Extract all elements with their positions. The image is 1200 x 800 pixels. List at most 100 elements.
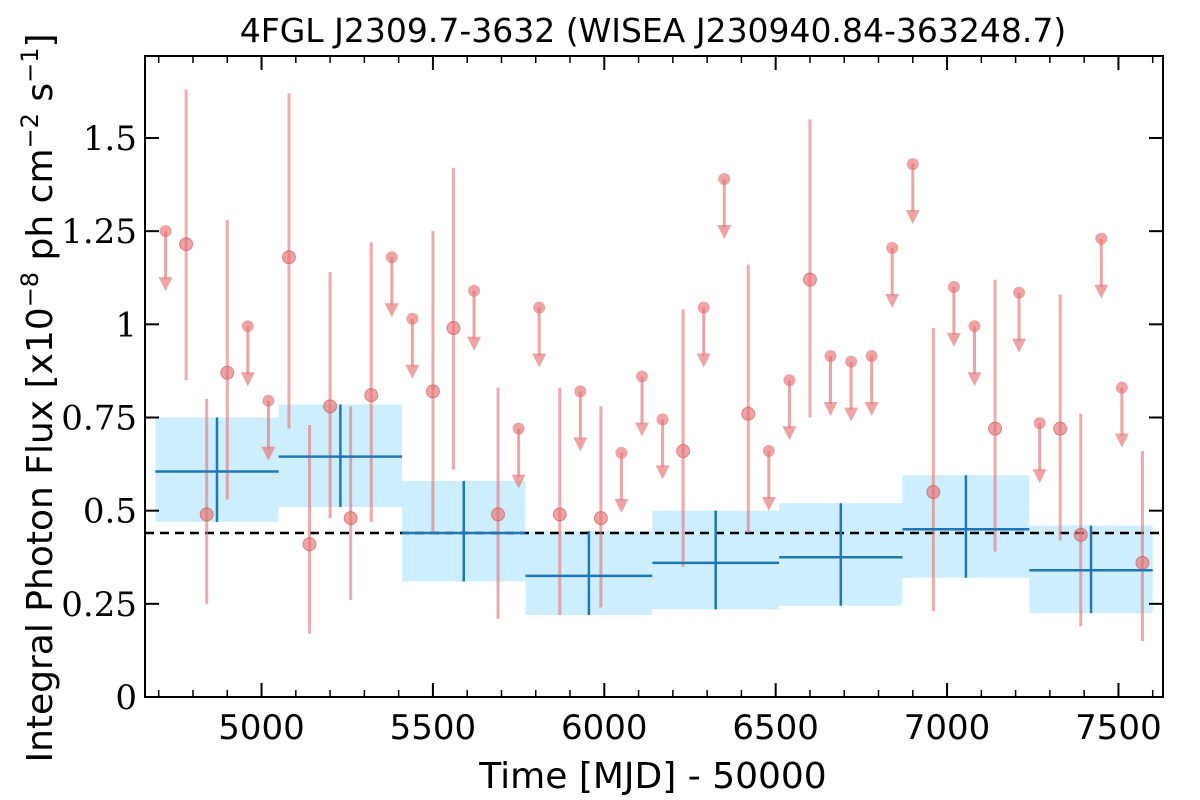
short-bin-point xyxy=(988,421,1003,436)
upper-limit-arrowhead xyxy=(696,353,711,368)
short-bin-point xyxy=(302,537,317,552)
short-bin-upper-limit-9 xyxy=(614,446,629,513)
y-axis-label-sup3: −1 xyxy=(16,48,44,83)
short-bin-upper-limit-5 xyxy=(467,284,482,351)
short-bin-upper-limit-10 xyxy=(635,370,650,437)
short-bin-detection-17 xyxy=(988,279,1003,552)
y-axis-label-sup1: −8 xyxy=(16,272,44,307)
short-bin-upper-limit-6 xyxy=(511,422,526,489)
short-bin-point xyxy=(364,388,379,403)
short-bin-detection-8 xyxy=(425,231,440,534)
short-bin-point xyxy=(593,511,608,526)
short-bin-point xyxy=(179,237,194,252)
short-bin-series xyxy=(158,89,1150,642)
short-bin-upper-limit-25 xyxy=(1094,232,1109,299)
upper-limit-arrowhead xyxy=(467,336,482,351)
y-axis-label-part2: ph cm xyxy=(20,148,61,271)
short-bin-detection-2 xyxy=(220,219,235,500)
upper-limit-arrowhead xyxy=(844,407,859,422)
short-bin-upper-limit-14 xyxy=(761,445,776,512)
short-bin-point xyxy=(220,365,235,380)
short-bin-detection-5 xyxy=(323,272,338,519)
short-bin-detection-3 xyxy=(281,93,296,429)
short-bin-detection-7 xyxy=(364,242,379,522)
short-bin-upper-limit-21 xyxy=(946,281,961,348)
short-bin-upper-limit-7 xyxy=(532,301,547,368)
short-bin-detection-13 xyxy=(676,309,691,567)
y-axis-label-part3: s xyxy=(20,83,61,113)
short-bin-detection-15 xyxy=(802,119,817,418)
x-tick-label: 7500 xyxy=(1075,708,1162,748)
upper-limit-arrowhead xyxy=(1012,338,1027,353)
short-bin-upper-limit-15 xyxy=(782,374,797,441)
short-bin-detection-19 xyxy=(1073,413,1088,627)
short-bin-upper-limit-16 xyxy=(823,350,838,417)
short-bin-point xyxy=(491,507,506,522)
upper-limit-arrowhead xyxy=(864,402,879,417)
upper-limit-arrowhead xyxy=(158,277,173,292)
upper-limit-arrowhead xyxy=(946,333,961,348)
short-bin-upper-limit-20 xyxy=(905,158,920,225)
short-bin-point xyxy=(323,399,338,414)
long-bin-0 xyxy=(155,417,279,522)
short-bin-detection-6 xyxy=(343,406,358,601)
short-bin-detection-14 xyxy=(741,264,756,534)
short-bin-upper-limit-11 xyxy=(655,413,670,480)
short-bin-upper-limit-26 xyxy=(1114,381,1129,448)
long-bin-1 xyxy=(278,404,403,507)
axis-ticks: 5000 5500 6000 6500 7000 7500 0 0.25 0.5 0.75 1 1.2… xyxy=(61,56,1163,748)
long-bin-series xyxy=(155,404,1153,616)
y-tick-label: 0 xyxy=(115,678,137,718)
y-axis-label-part4: ] xyxy=(20,33,61,47)
upper-limit-arrowhead xyxy=(885,293,900,308)
short-bin-point xyxy=(802,272,817,287)
y-tick-label: 0.5 xyxy=(83,492,137,532)
plot-frame xyxy=(144,55,1164,698)
short-bin-upper-limit-8 xyxy=(573,385,588,452)
upper-limit-arrowhead xyxy=(782,426,797,441)
upper-limit-arrowhead xyxy=(655,465,670,480)
upper-limit-arrowhead xyxy=(1114,433,1129,448)
y-tick-label: 0.25 xyxy=(61,585,137,625)
short-bin-detection-18 xyxy=(1053,294,1068,541)
short-bin-detection-16 xyxy=(926,328,941,612)
short-bin-upper-limit-4 xyxy=(405,312,420,379)
short-bin-point xyxy=(1135,555,1150,570)
short-bin-point xyxy=(1073,527,1088,542)
y-tick-label: 1.25 xyxy=(61,212,137,252)
short-bin-point xyxy=(446,321,461,336)
short-bin-point xyxy=(676,444,691,459)
short-bin-upper-limit-2 xyxy=(261,394,276,461)
short-bin-upper-limit-1 xyxy=(240,320,255,387)
upper-limit-arrowhead xyxy=(717,224,732,239)
short-bin-upper-limit-24 xyxy=(1032,417,1047,484)
short-bin-detection-10 xyxy=(491,387,506,619)
short-bin-point xyxy=(281,250,296,265)
upper-limit-arrowhead xyxy=(573,437,588,452)
upper-limit-arrowhead xyxy=(635,422,650,437)
upper-limit-arrowhead xyxy=(905,210,920,225)
upper-limit-arrowhead xyxy=(511,474,526,489)
short-bin-upper-limit-12 xyxy=(696,301,711,368)
y-axis-label: Integral Photon Flux [x10−8 ph cm−2 s−1] xyxy=(16,33,61,762)
x-tick-label: 5000 xyxy=(218,708,305,748)
short-bin-upper-limit-3 xyxy=(384,251,399,318)
upper-limit-arrowhead xyxy=(1094,284,1109,299)
short-bin-point xyxy=(1053,421,1068,436)
y-axis-label-part1: Integral Photon Flux [x10 xyxy=(20,307,61,762)
short-bin-upper-limit-18 xyxy=(864,350,879,417)
short-bin-detection-0 xyxy=(179,89,194,381)
short-bin-upper-limit-19 xyxy=(885,241,900,308)
upper-limit-arrowhead xyxy=(261,446,276,461)
long-bin-2 xyxy=(402,480,526,582)
short-bin-point xyxy=(199,507,214,522)
short-bin-upper-limit-23 xyxy=(1012,286,1027,353)
long-bin-bands xyxy=(155,404,1153,616)
long-bin-5 xyxy=(779,503,903,606)
chart-title: 4FGL J2309.7-3632 (WISEA J230940.84-3632… xyxy=(240,11,1067,50)
short-bin-point xyxy=(425,384,440,399)
upper-limit-arrowhead xyxy=(1032,469,1047,484)
upper-limit-arrowhead xyxy=(761,497,776,512)
long-bin-7 xyxy=(1029,525,1153,614)
